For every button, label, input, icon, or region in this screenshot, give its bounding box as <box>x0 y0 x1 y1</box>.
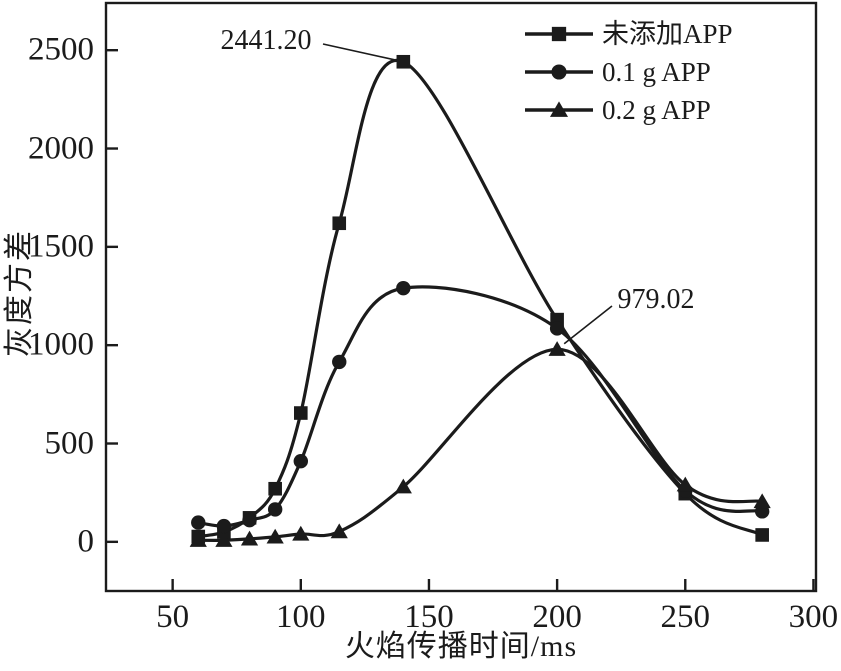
data-point-marker-square <box>294 406 308 420</box>
data-point-marker-circle <box>549 321 565 336</box>
annotation-peak-no-app: 2441.20 <box>220 25 312 56</box>
data-point-marker-triangle <box>330 523 348 539</box>
x-tick-label: 200 <box>532 599 582 635</box>
y-tick-label: 2000 <box>28 130 94 167</box>
annotation-leader-line <box>563 305 613 345</box>
data-point-marker-square <box>755 528 769 542</box>
legend-item-label: 0.2 g APP <box>602 94 711 125</box>
legend-item-0.2g-app: 0.2 g APP <box>523 91 733 129</box>
data-point-marker-triangle <box>240 530 259 546</box>
x-tick-label: 150 <box>404 599 454 635</box>
data-point-marker-circle <box>216 518 232 534</box>
data-point-marker-circle <box>191 515 206 530</box>
data-point-marker-square <box>268 481 282 496</box>
data-point-marker-circle <box>396 280 411 296</box>
data-point-marker-triangle <box>753 493 771 509</box>
y-tick-label: 500 <box>44 425 95 461</box>
data-point-marker-triangle <box>394 478 412 494</box>
y-tick-label: 2500 <box>28 31 94 68</box>
series-line-2 <box>196 347 764 542</box>
legend-item-no-app: 未添加APP <box>523 15 733 53</box>
legend-swatch-square-icon <box>525 26 593 42</box>
legend-item-0.1g-app: 0.1 g APP <box>523 53 733 91</box>
data-point-marker-circle <box>267 502 283 517</box>
y-tick-label: 1500 <box>28 228 94 265</box>
legend-item-label: 未添加APP <box>602 18 733 49</box>
series-1 <box>191 280 770 534</box>
data-point-marker-triangle <box>548 341 566 356</box>
legend-swatch-triangle-icon <box>525 101 593 117</box>
x-tick-label: 50 <box>156 599 190 635</box>
plot-border <box>104 1 818 593</box>
data-point-marker-circle <box>293 454 309 469</box>
y-tick-label: 1000 <box>28 326 94 363</box>
legend: 未添加APP 0.1 g APP 0.2 g APP <box>523 15 733 129</box>
data-point-marker-triangle <box>292 525 310 541</box>
data-point-marker-triangle <box>189 532 207 547</box>
legend-item-label: 0.1 g APP <box>602 56 711 87</box>
x-tick-label: 300 <box>788 599 839 635</box>
x-tick-label: 250 <box>660 599 711 635</box>
data-point-marker-circle <box>332 354 347 370</box>
x-tick-label: 100 <box>276 599 326 635</box>
data-point-marker-triangle <box>215 532 233 547</box>
x-axis-title: 火焰传播时间/ms <box>344 630 578 663</box>
data-point-marker-triangle <box>676 476 694 492</box>
data-point-marker-circle <box>551 64 567 80</box>
data-point-marker-triangle <box>266 528 284 544</box>
series-2 <box>189 341 771 547</box>
annotation-leader-line <box>322 43 395 61</box>
annotation-peak-0.2g-app: 979.02 <box>617 284 695 315</box>
data-point-marker-square <box>551 26 567 42</box>
data-point-marker-circle <box>242 513 257 528</box>
legend-swatch-circle-icon <box>525 64 593 80</box>
y-tick-label: 0 <box>77 523 95 560</box>
data-point-marker-triangle <box>549 101 569 117</box>
data-point-marker-square <box>332 216 347 231</box>
data-point-marker-square <box>396 54 411 69</box>
